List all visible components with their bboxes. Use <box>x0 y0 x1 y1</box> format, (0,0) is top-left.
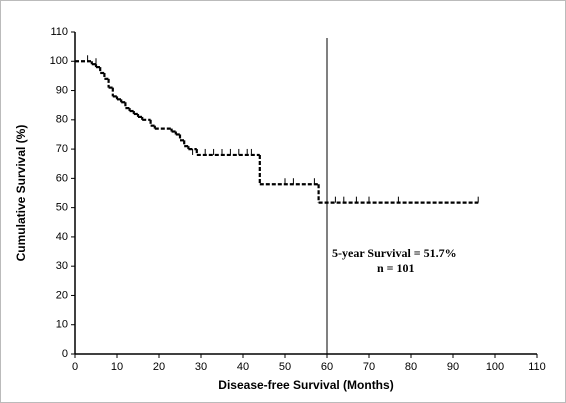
x-tick-label: 80 <box>405 361 417 373</box>
y-tick-label: 40 <box>56 231 68 243</box>
x-axis-label: Disease-free Survival (Months) <box>218 378 393 392</box>
x-tick-label: 100 <box>486 361 504 373</box>
x-tick-label: 0 <box>72 361 78 373</box>
y-tick-label: 0 <box>62 348 68 360</box>
x-tick-label: 90 <box>447 361 459 373</box>
y-tick-label: 70 <box>56 143 68 155</box>
annotation: 5-year Survival = 51.7% <box>332 246 457 260</box>
x-tick-label: 10 <box>111 361 123 373</box>
x-tick-label: 110 <box>528 361 546 373</box>
x-tick-label: 70 <box>363 361 375 373</box>
x-tick-label: 40 <box>237 361 249 373</box>
y-tick-label: 10 <box>56 319 68 331</box>
x-tick-label: 50 <box>279 361 291 373</box>
annotation: n = 101 <box>377 261 415 275</box>
x-tick-label: 60 <box>321 361 333 373</box>
y-tick-label: 90 <box>56 84 68 96</box>
y-tick-label: 60 <box>56 172 68 184</box>
y-tick-label: 20 <box>56 289 68 301</box>
y-axis-label: Cumulative Survival (%) <box>14 125 28 262</box>
y-tick-label: 50 <box>56 202 68 214</box>
y-tick-label: 80 <box>56 114 68 126</box>
x-tick-label: 30 <box>195 361 207 373</box>
x-tick-label: 20 <box>153 361 165 373</box>
y-tick-label: 30 <box>56 260 68 272</box>
y-tick-label: 110 <box>50 26 68 38</box>
y-tick-label: 100 <box>50 55 68 67</box>
